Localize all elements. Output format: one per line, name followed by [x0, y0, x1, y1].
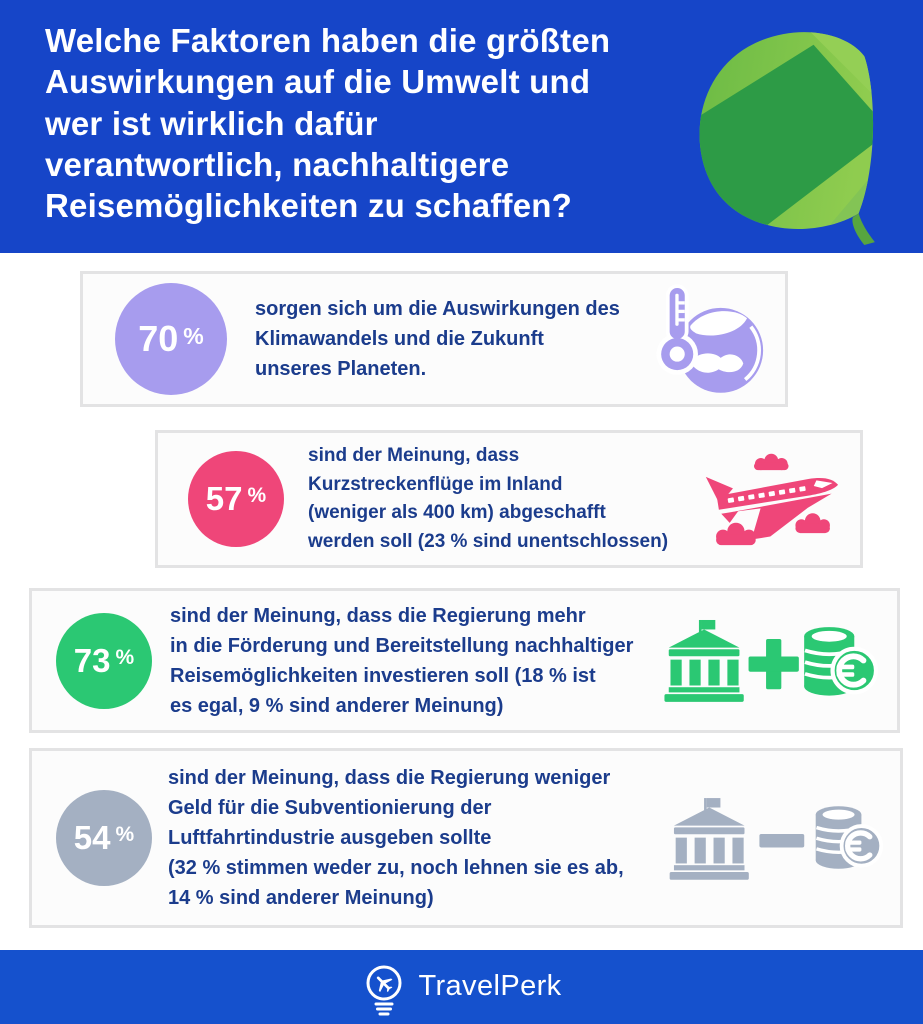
stat-value-circle: 57 % — [188, 451, 284, 547]
stat-card-short-haul-flights: 57 % sind der Meinung, dass Kurzstrecken… — [155, 430, 863, 568]
stat-value-circle: 54 % — [56, 790, 152, 886]
stat-value-circle: 70 % — [115, 283, 227, 395]
thermometer-globe-icon — [647, 280, 765, 398]
government-building-minus-money-icon — [666, 791, 886, 886]
travelperk-lightbulb-plane-logo-icon — [366, 965, 402, 1016]
stat-number: 54 — [73, 819, 111, 856]
stat-description: sind der Meinung, dass Kurzstreckenflüge… — [308, 445, 669, 552]
stat-percent-sign: % — [115, 645, 135, 669]
stat-number: 57 — [205, 480, 243, 517]
stat-description: sorgen sich um die Auswirkungen des Klim… — [255, 298, 620, 380]
header-banner: Welche Faktoren haben die größten Auswir… — [0, 0, 923, 253]
stat-description: sind der Meinung, dass die Regierung meh… — [170, 604, 634, 717]
government-building-plus-money-icon — [661, 612, 881, 709]
stat-percent-sign: % — [183, 322, 204, 349]
stat-percent-sign: % — [115, 823, 135, 846]
stat-percent-sign: % — [247, 484, 267, 507]
stat-number: 73 — [73, 641, 111, 679]
stat-value-circle: 73 % — [56, 612, 152, 709]
stat-description: sind der Meinung, dass die Regierung wen… — [168, 767, 624, 909]
footer-banner: TravelPerk — [0, 950, 923, 1024]
brand-name: TravelPerk — [418, 969, 562, 1002]
page-title: Welche Faktoren haben die größten Auswir… — [45, 22, 611, 224]
stat-number: 70 — [138, 318, 179, 359]
stat-card-aviation-subsidies: 54 % sind der Meinung, dass die Regierun… — [29, 748, 903, 928]
leaf-airplane-icon — [699, 32, 893, 246]
stat-card-climate-concern: 70 % sorgen sich um die Auswirkungen des… — [80, 271, 788, 407]
stat-card-government-investment: 73 % sind der Meinung, dass die Regierun… — [29, 588, 900, 733]
airplane-clouds-icon — [704, 449, 842, 549]
